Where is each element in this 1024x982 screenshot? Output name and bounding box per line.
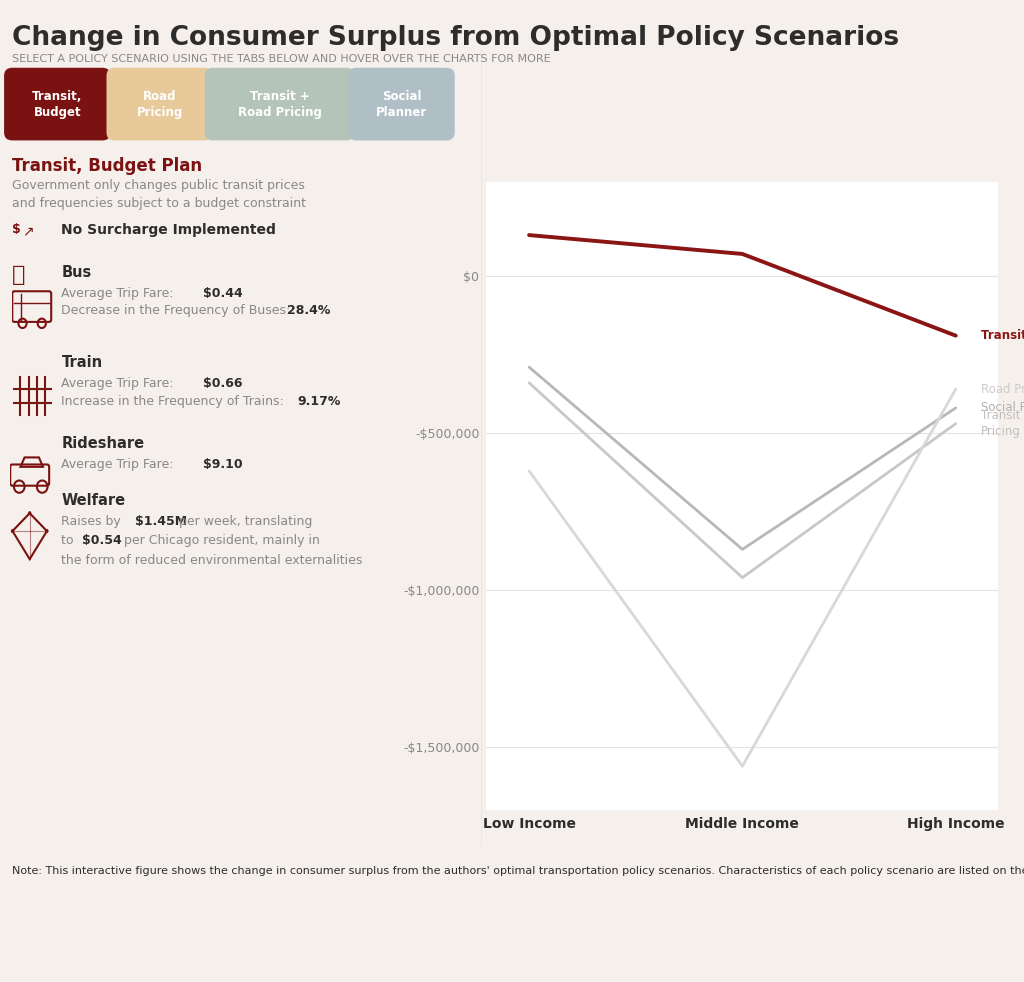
Text: Decrease in the Frequency of Buses:: Decrease in the Frequency of Buses: bbox=[61, 304, 295, 317]
Text: per week, translating: per week, translating bbox=[175, 515, 312, 527]
Text: to: to bbox=[61, 534, 78, 547]
Text: Raises by: Raises by bbox=[61, 515, 125, 527]
Text: ⬜: ⬜ bbox=[12, 265, 26, 285]
Text: the form of reduced environmental externalities: the form of reduced environmental extern… bbox=[61, 554, 362, 567]
Text: 28.4%: 28.4% bbox=[287, 304, 330, 317]
Text: Road Pricing: Road Pricing bbox=[981, 383, 1024, 396]
Text: $1.45M: $1.45M bbox=[135, 515, 187, 527]
Text: $0.66: $0.66 bbox=[203, 377, 243, 390]
Text: Road
Pricing: Road Pricing bbox=[136, 89, 183, 119]
Text: SELECT A POLICY SCENARIO USING THE TABS BELOW AND HOVER OVER THE CHARTS FOR MORE: SELECT A POLICY SCENARIO USING THE TABS … bbox=[12, 54, 551, 64]
Text: $0.44: $0.44 bbox=[203, 287, 243, 300]
Text: Social Planner: Social Planner bbox=[981, 402, 1024, 414]
Text: Welfare: Welfare bbox=[61, 493, 126, 508]
Text: Bus: Bus bbox=[61, 265, 92, 280]
Text: Average Trip Fare:: Average Trip Fare: bbox=[61, 458, 178, 470]
Text: Average Trip Fare:: Average Trip Fare: bbox=[61, 377, 178, 390]
Circle shape bbox=[45, 529, 48, 533]
Text: Social
Planner: Social Planner bbox=[376, 89, 427, 119]
Text: No Surcharge Implemented: No Surcharge Implemented bbox=[61, 223, 276, 237]
Text: per Chicago resident, mainly in: per Chicago resident, mainly in bbox=[120, 534, 319, 547]
Text: Change in Consumer Surplus from Optimal Policy Scenarios: Change in Consumer Surplus from Optimal … bbox=[12, 25, 899, 50]
Text: $9.10: $9.10 bbox=[203, 458, 243, 470]
Text: Increase in the Frequency of Trains:: Increase in the Frequency of Trains: bbox=[61, 395, 288, 408]
Text: $0.54: $0.54 bbox=[82, 534, 122, 547]
Text: ↗: ↗ bbox=[23, 224, 34, 238]
Text: Transit, Budget Plan: Transit, Budget Plan bbox=[12, 157, 203, 175]
Text: Transit +
Road Pricing: Transit + Road Pricing bbox=[238, 89, 322, 119]
Text: 9.17%: 9.17% bbox=[297, 395, 340, 408]
Text: Rideshare: Rideshare bbox=[61, 436, 144, 451]
Text: Transit + Road
Pricing: Transit + Road Pricing bbox=[981, 409, 1024, 438]
Text: Transit,
Budget: Transit, Budget bbox=[32, 89, 83, 119]
Text: Transit, Budget: Transit, Budget bbox=[981, 329, 1024, 342]
Text: $: $ bbox=[12, 223, 22, 236]
Circle shape bbox=[11, 529, 14, 533]
Text: Average Trip Fare:: Average Trip Fare: bbox=[61, 287, 178, 300]
Text: Government only changes public transit prices
and frequencies subject to a budge: Government only changes public transit p… bbox=[12, 179, 306, 210]
Circle shape bbox=[28, 512, 32, 516]
Text: Train: Train bbox=[61, 355, 102, 370]
Text: Note: This interactive figure shows the change in consumer surplus from the auth: Note: This interactive figure shows the … bbox=[12, 866, 1024, 876]
